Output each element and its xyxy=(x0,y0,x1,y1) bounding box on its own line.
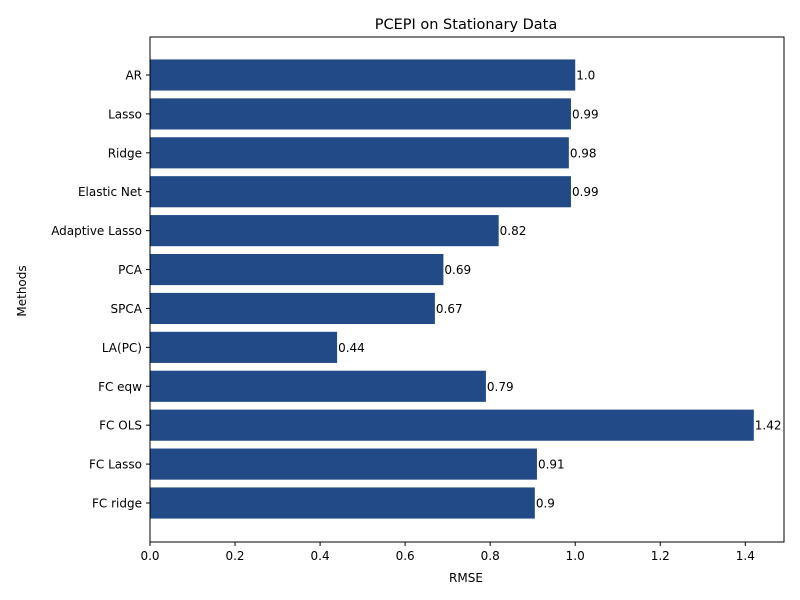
bar-value-label-5: 0.69 xyxy=(444,263,471,277)
bar-2 xyxy=(150,137,569,169)
bar-value-label-9: 1.42 xyxy=(755,419,782,433)
bar-value-label-6: 0.67 xyxy=(436,302,463,316)
bar-6 xyxy=(150,292,435,325)
bar-9 xyxy=(150,409,754,441)
chart-title: PCEPI on Stationary Data xyxy=(375,17,558,33)
bar-7 xyxy=(150,331,338,363)
bar-value-label-4: 0.82 xyxy=(500,224,527,238)
x-tick-label-5: 1.0 xyxy=(566,549,585,563)
y-tick-label-0: AR xyxy=(125,69,142,83)
bar-value-label-0: 1.0 xyxy=(576,69,595,83)
bar-3 xyxy=(150,176,571,208)
bar-value-label-7: 0.44 xyxy=(338,341,365,355)
y-tick-label-6: SPCA xyxy=(111,302,143,316)
bar-value-label-10: 0.91 xyxy=(538,458,565,472)
plot-frame xyxy=(149,36,785,543)
y-axis-ticks: AR Lasso Ridge Elastic Net Adaptive Lasso PCA… xyxy=(51,69,150,511)
y-axis-label: Methods xyxy=(15,265,29,316)
x-axis-label: RMSE xyxy=(449,571,483,585)
y-tick-label-5: PCA xyxy=(118,263,143,277)
x-tick-label-7: 1.4 xyxy=(736,549,755,563)
bar-value-label-3: 0.99 xyxy=(572,185,599,199)
x-tick-label-1: 0.2 xyxy=(225,549,244,563)
bar-value-label-11: 0.9 xyxy=(536,497,555,511)
bar-10 xyxy=(150,448,537,480)
bar-1 xyxy=(150,98,571,130)
bar-value-label-8: 0.79 xyxy=(487,380,514,394)
y-tick-label-7: LA(PC) xyxy=(102,341,142,355)
bar-value-label-1: 0.99 xyxy=(572,107,599,121)
bar-4 xyxy=(150,215,499,247)
x-tick-label-3: 0.6 xyxy=(396,549,415,563)
y-tick-label-3: Elastic Net xyxy=(78,185,142,199)
bar-5 xyxy=(150,253,444,286)
x-tick-label-6: 1.2 xyxy=(651,549,670,563)
x-tick-label-2: 0.4 xyxy=(311,549,330,563)
x-tick-label-4: 0.8 xyxy=(481,549,500,563)
x-axis-ticks: 0.0 0.2 0.4 0.6 0.8 1.0 1.2 1.4 xyxy=(140,542,755,563)
y-tick-label-9: FC OLS xyxy=(99,419,142,433)
bar-8 xyxy=(150,370,486,402)
y-tick-label-8: FC eqw xyxy=(98,380,142,394)
y-tick-label-1: Lasso xyxy=(108,107,142,121)
y-tick-label-11: FC ridge xyxy=(92,497,142,511)
bar-0 xyxy=(150,59,576,91)
bar-value-label-2: 0.98 xyxy=(570,146,597,160)
x-tick-label-0: 0.0 xyxy=(140,549,159,563)
bar-11 xyxy=(150,487,535,519)
bars-group: 1.0 0.99 0.98 0.99 0.82 0.69 0.67 0.44 0.79 1.42 0… xyxy=(150,59,782,519)
y-tick-label-10: FC Lasso xyxy=(89,458,142,472)
y-tick-label-4: Adaptive Lasso xyxy=(51,224,142,238)
y-tick-label-2: Ridge xyxy=(108,146,142,160)
